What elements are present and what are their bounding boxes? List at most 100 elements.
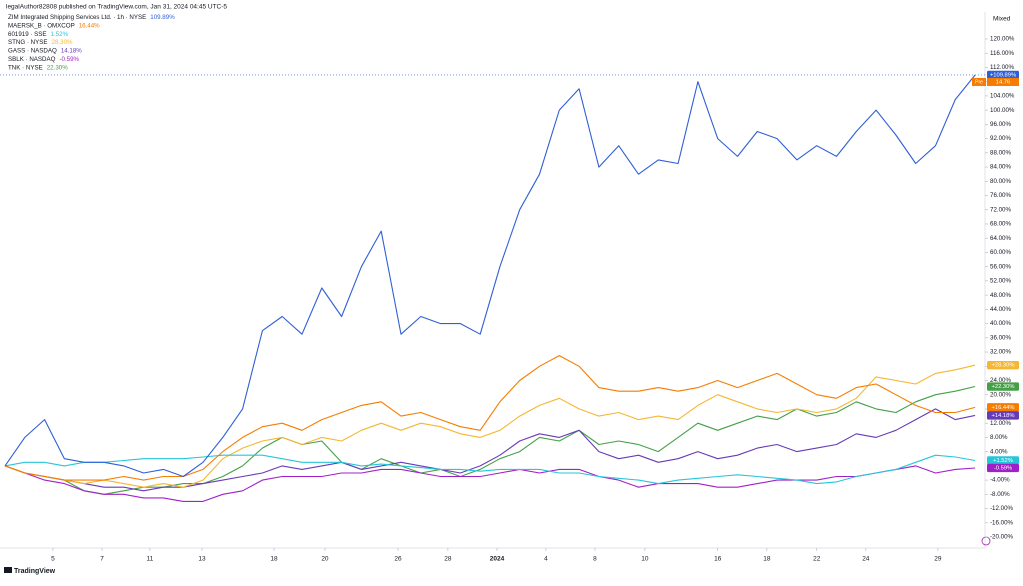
end-label: -0.59% xyxy=(994,465,1012,471)
y-tick-label: -12.00% xyxy=(990,505,1014,512)
y-tick-label: 72.00% xyxy=(990,206,1011,213)
y-tick-label: 56.00% xyxy=(990,263,1011,270)
legend-value: 109.89% xyxy=(150,14,175,21)
x-tick-label: 11 xyxy=(147,556,154,563)
legend-name: ZIM Integrated Shipping Services Ltd. · … xyxy=(8,14,146,21)
x-tick-label: 13 xyxy=(198,556,206,563)
end-badge xyxy=(987,360,1019,370)
legend-entry: 601919 · SSE 1.52% xyxy=(8,30,69,37)
series-line xyxy=(4,355,976,481)
series-line xyxy=(4,408,976,492)
y-tick-label: 12.00% xyxy=(990,420,1011,427)
legend-value: 28.30% xyxy=(52,39,73,46)
legend-name: SBLK · NASDAQ xyxy=(8,56,56,63)
legend-name: MAERSK_B · OMXCOP xyxy=(8,22,75,29)
header: legalAuthor82808 published on TradingVie… xyxy=(6,4,227,11)
series-line xyxy=(4,454,976,485)
end-label: +14.18% xyxy=(991,413,1014,419)
x-tick-label: 18 xyxy=(763,556,771,563)
end-badge xyxy=(987,411,1019,420)
end-badge xyxy=(987,70,1019,80)
scale-mode[interactable]: Mixed xyxy=(993,16,1011,23)
x-tick-label: 4 xyxy=(544,556,548,563)
y-tick-label: 104.00% xyxy=(990,93,1015,100)
x-tick-label: 10 xyxy=(641,556,649,563)
series-line xyxy=(4,74,976,478)
y-tick-label: 32.00% xyxy=(990,349,1011,356)
y-tick-label: 44.00% xyxy=(990,306,1011,313)
y-tick-label: 68.00% xyxy=(990,221,1011,228)
y-tick-label: 20.00% xyxy=(990,391,1011,398)
x-tick-label: 26 xyxy=(394,556,402,563)
y-tick-label: 100.00% xyxy=(990,107,1015,114)
y-tick-label: -4.00% xyxy=(990,477,1010,484)
pre-badge xyxy=(972,77,986,86)
x-tick-label: 7 xyxy=(100,556,104,563)
series-line xyxy=(4,364,976,488)
y-tick-label: 116.00% xyxy=(990,50,1014,57)
x-tick-label: 29 xyxy=(934,556,942,563)
y-tick-label: 80.00% xyxy=(990,178,1011,185)
y-tick-label: 36.00% xyxy=(990,334,1011,341)
legend-entry: TNK · NYSE 22.30% xyxy=(8,64,68,71)
brand-logo xyxy=(4,567,12,573)
legend-entry: ZIM Integrated Shipping Services Ltd. · … xyxy=(8,14,175,21)
y-tick-label: 52.00% xyxy=(990,278,1011,285)
series-line xyxy=(4,465,976,502)
legend-entry: MAERSK_B · OMXCOP 16.44% xyxy=(8,22,100,29)
end-badge xyxy=(987,463,1019,473)
end-badge xyxy=(987,403,1019,412)
x-tick-label: 8 xyxy=(593,556,597,563)
end-label: +1.52% xyxy=(993,458,1013,464)
pre-value-badge xyxy=(987,77,1019,86)
end-label: +28.30% xyxy=(991,363,1014,369)
legend-value: 22.30% xyxy=(47,64,68,71)
x-tick-label: 18 xyxy=(270,556,278,563)
end-label: +22.30% xyxy=(991,384,1014,390)
y-tick-label: -8.00% xyxy=(990,491,1010,498)
x-tick-label: 20 xyxy=(321,556,329,563)
legend-name: STNG · NYSE xyxy=(8,39,48,46)
y-tick-label: 96.00% xyxy=(990,121,1011,128)
end-label: +109.89% xyxy=(990,72,1016,78)
x-tick-label: 5 xyxy=(51,556,55,563)
pre-value: 14.76 xyxy=(996,79,1011,85)
x-tick-label: 16 xyxy=(714,556,722,563)
y-tick-label: 4.00% xyxy=(990,448,1008,455)
pre-label: Pre xyxy=(975,79,983,85)
legend-entry: SBLK · NASDAQ -0.59% xyxy=(8,56,80,63)
legend-value: 14.18% xyxy=(61,47,82,54)
legend-name: 601919 · SSE xyxy=(8,30,47,37)
y-tick-label: 60.00% xyxy=(990,249,1011,256)
y-tick-label: 40.00% xyxy=(990,320,1011,327)
legend-value: 1.52% xyxy=(51,30,69,37)
y-tick-label: -20.00% xyxy=(990,534,1014,541)
end-badge xyxy=(987,382,1019,391)
y-tick-label: 84.00% xyxy=(990,164,1011,171)
legend-entry: GASS · NASDAQ 14.18% xyxy=(8,47,82,54)
legend-name: TNK · NYSE xyxy=(8,64,43,71)
y-tick-label: 92.00% xyxy=(990,135,1011,142)
y-tick-label: 76.00% xyxy=(990,192,1011,199)
legend-name: GASS · NASDAQ xyxy=(8,47,57,54)
legend-entry: STNG · NYSE 28.30% xyxy=(8,39,73,46)
y-tick-label: 8.00% xyxy=(990,434,1008,441)
end-label: +16.44% xyxy=(991,405,1014,411)
x-tick-label: 22 xyxy=(813,556,821,563)
y-tick-label: -16.00% xyxy=(990,519,1014,526)
x-tick-label: 28 xyxy=(444,556,452,563)
end-badge xyxy=(987,456,1019,465)
brand: TradingView xyxy=(14,568,56,575)
y-tick-label: 24.00% xyxy=(990,377,1011,384)
legend-value: 16.44% xyxy=(79,22,100,29)
y-tick-label: 112.00% xyxy=(990,64,1014,71)
x-tick-label: 2024 xyxy=(490,556,505,563)
x-tick-label: 24 xyxy=(862,556,870,563)
series-line xyxy=(4,385,976,495)
legend-value: -0.59% xyxy=(59,56,79,63)
y-tick-label: 48.00% xyxy=(990,292,1011,299)
y-tick-label: 120.00% xyxy=(990,36,1015,43)
y-tick-label: 64.00% xyxy=(990,235,1011,242)
